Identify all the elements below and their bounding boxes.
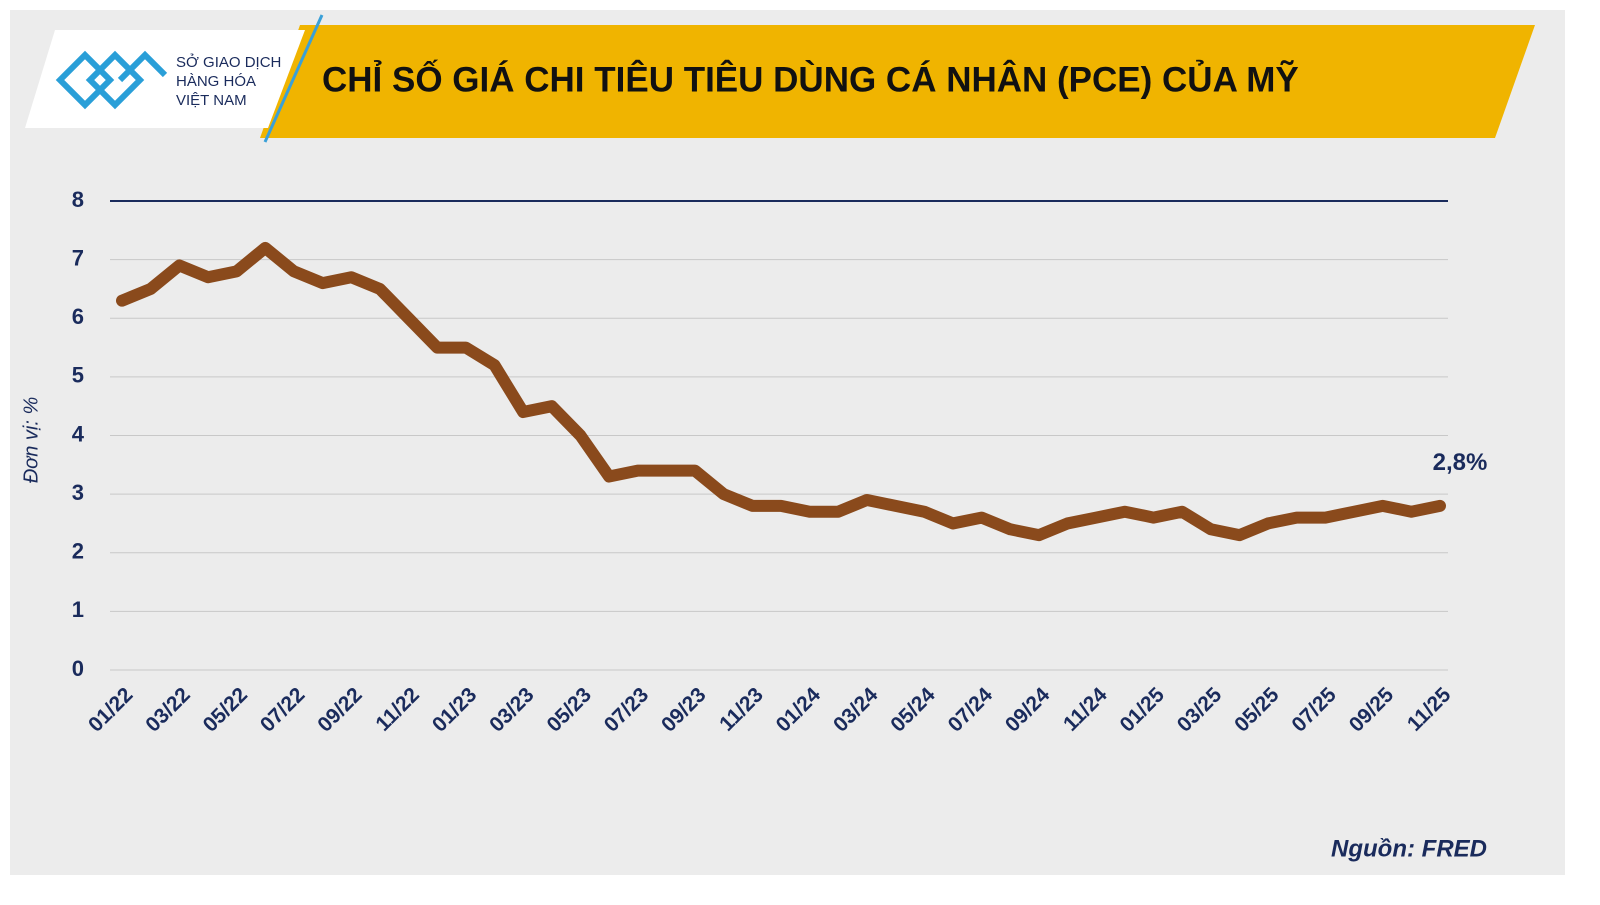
title-banner — [260, 25, 1535, 138]
logo-text: HÀNG HÓA — [176, 73, 256, 90]
logo-text: SỞ GIAO DỊCH — [176, 53, 281, 71]
y-tick-label: 1 — [72, 597, 84, 622]
y-tick-label: 4 — [72, 421, 85, 446]
data-label: 2,8% — [1433, 449, 1488, 476]
logo-mark — [55, 50, 168, 110]
background — [10, 10, 1565, 875]
logo-accent — [263, 14, 324, 143]
y-axis-label: Đơn vị: % — [20, 397, 42, 484]
y-tick-label: 3 — [72, 480, 84, 505]
logo-box — [25, 30, 305, 128]
y-tick-label: 7 — [72, 245, 84, 270]
y-tick-label: 0 — [72, 656, 84, 681]
logo-text: VIỆT NAM — [176, 92, 247, 109]
source: Nguồn: FRED — [1331, 835, 1487, 862]
line — [116, 241, 1446, 542]
y-tick-label: 8 — [72, 187, 84, 212]
y-tick-label: 2 — [72, 539, 84, 564]
y-tick-label: 6 — [72, 304, 84, 329]
chart-title: CHỈ SỐ GIÁ CHI TIÊU TIÊU DÙNG CÁ NHÂN (P… — [322, 59, 1299, 99]
y-tick-label: 5 — [72, 363, 84, 388]
